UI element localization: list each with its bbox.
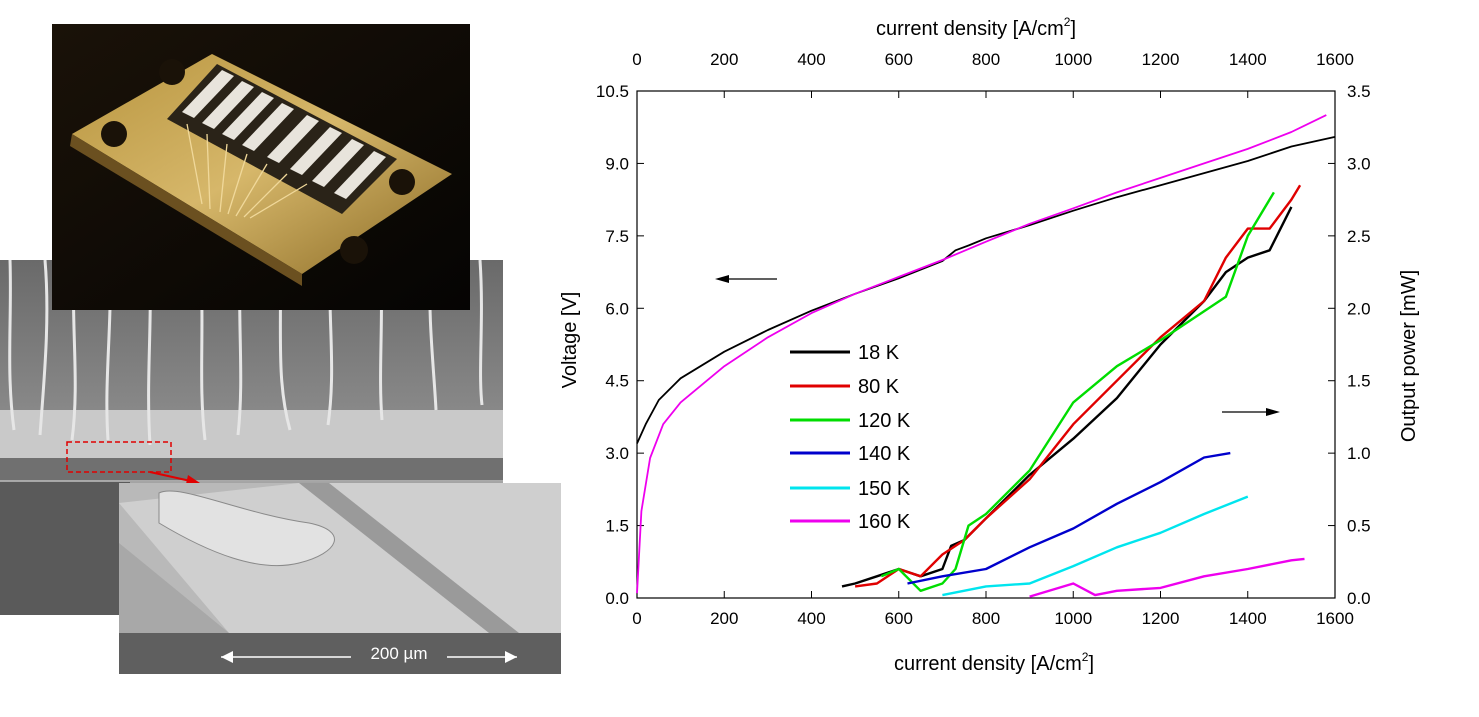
x-top-tick-label: 600 <box>885 50 913 69</box>
scale-bar-label: 200 µm <box>370 644 427 663</box>
power-series-80k <box>854 184 1302 588</box>
x-bottom-tick-label: 1000 <box>1054 609 1092 628</box>
voltage-series-18k <box>636 136 1336 444</box>
axis-ticks <box>636 90 1336 599</box>
legend-label-140k: 140 K <box>858 443 911 465</box>
x-bottom-tick-label: 1600 <box>1316 609 1354 628</box>
series-layer <box>636 114 1336 598</box>
y-left-tick-label: 10.5 <box>596 82 629 101</box>
legend-entry-150k: 150 K <box>790 478 911 500</box>
x-top-axis-label: current density [A/cm2] <box>876 15 1076 40</box>
power-series-160k <box>1029 557 1305 598</box>
y-right-tick-label: 2.0 <box>1347 299 1371 318</box>
y-right-tick-label: 2.5 <box>1347 227 1371 246</box>
y-left-tick-label: 6.0 <box>605 299 629 318</box>
power-series-150k <box>942 495 1249 597</box>
legend-label-150k: 150 K <box>858 478 911 500</box>
y-left-tick-label: 7.5 <box>605 227 629 246</box>
x-top-tick-label: 800 <box>972 50 1000 69</box>
x-bottom-tick-label: 1400 <box>1229 609 1267 628</box>
y-left-axis-label: Voltage [V] <box>559 292 581 389</box>
x-top-tick-label: 1600 <box>1316 50 1354 69</box>
y-left-tick-label: 3.0 <box>605 444 629 463</box>
x-top-tick-label: 200 <box>710 50 738 69</box>
y-right-tick-label: 3.5 <box>1347 82 1371 101</box>
y-left-tick-label: 0.0 <box>605 589 629 608</box>
right-axis-arrow <box>1222 408 1280 416</box>
sem-detail-photo: 200 µm <box>119 483 561 674</box>
y-right-tick-label: 3.0 <box>1347 154 1371 173</box>
y-right-tick-label: 0.5 <box>1347 517 1371 536</box>
x-bottom-axis-label: current density [A/cm2] <box>894 650 1094 675</box>
x-top-tick-label: 1400 <box>1229 50 1267 69</box>
legend: 18 K 80 K 120 K 140 K 150 K 160 K <box>790 342 911 533</box>
power-series-140k <box>907 451 1231 585</box>
legend-label-80k: 80 K <box>858 376 900 398</box>
y-left-tick-label: 1.5 <box>605 517 629 536</box>
voltage-series-160k <box>636 114 1327 594</box>
legend-entry-120k: 120 K <box>790 410 911 432</box>
chip-photo <box>52 24 470 310</box>
x-bottom-tick-label: 200 <box>710 609 738 628</box>
legend-entry-18k: 18 K <box>790 342 900 364</box>
y-left-tick-label: 9.0 <box>605 154 629 173</box>
x-bottom-tick-label: 400 <box>797 609 825 628</box>
x-top-tick-label: 400 <box>797 50 825 69</box>
legend-label-120k: 120 K <box>858 410 911 432</box>
legend-entry-80k: 80 K <box>790 376 900 398</box>
x-bottom-tick-label: 800 <box>972 609 1000 628</box>
x-top-tick-label: 1200 <box>1142 50 1180 69</box>
plot-frame <box>636 90 1336 599</box>
y-right-axis-label: Output power [mW] <box>1398 270 1420 442</box>
power-series-120k <box>880 191 1275 592</box>
y-right-tick-label: 1.5 <box>1347 372 1371 391</box>
x-bottom-tick-label: 0 <box>632 609 641 628</box>
y-right-tick-label: 1.0 <box>1347 444 1371 463</box>
x-bottom-tick-label: 600 <box>885 609 913 628</box>
legend-entry-140k: 140 K <box>790 443 911 465</box>
x-top-tick-label: 1000 <box>1054 50 1092 69</box>
legend-label-160k: 160 K <box>858 511 911 533</box>
y-left-tick-label: 4.5 <box>605 372 629 391</box>
legend-label-18k: 18 K <box>858 342 900 364</box>
axis-tick-labels: 0 0 200 200 400 400 600 600 800 800 1000 1000 1200 12… <box>596 50 1371 628</box>
y-right-tick-label: 0.0 <box>1347 589 1371 608</box>
x-bottom-tick-label: 1200 <box>1142 609 1180 628</box>
left-axis-arrow <box>715 275 777 283</box>
legend-entry-160k: 160 K <box>790 511 911 533</box>
x-top-tick-label: 0 <box>632 50 641 69</box>
